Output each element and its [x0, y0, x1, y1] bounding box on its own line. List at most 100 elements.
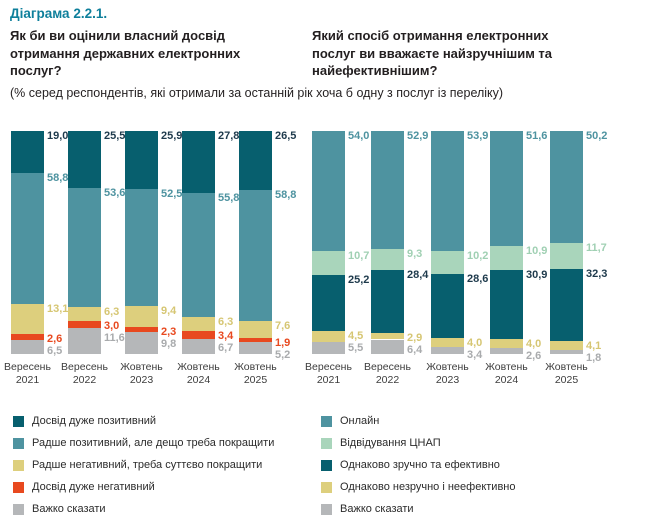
- bar-segment: [11, 339, 44, 354]
- legend-item-label: Однаково незручно і неефективно: [340, 481, 516, 493]
- bar-segment: [182, 331, 215, 340]
- bar-segment: [68, 307, 101, 322]
- legend-row: Онлайн: [321, 410, 515, 432]
- bar-segment: [239, 190, 272, 322]
- value-label: 2,6: [526, 350, 542, 363]
- x-axis-label: Жовтень 2025: [234, 361, 277, 386]
- bar-segment: [490, 131, 523, 247]
- legend-item-label: Досвід дуже позитивний: [32, 415, 157, 427]
- chart-left-question: Як би ви оцінили власний досвід отриманн…: [10, 28, 241, 78]
- bar-segment: [312, 275, 345, 332]
- value-label: 7,6: [275, 320, 291, 333]
- bar-segment: [239, 338, 272, 343]
- x-axis-label: Жовтень 2024: [485, 361, 528, 386]
- legend-swatch-icon: [13, 437, 24, 449]
- bar-segment: [431, 337, 464, 347]
- bar-segment: [125, 188, 158, 306]
- x-axis-label: Вересень 2022: [364, 361, 411, 386]
- bar-segment: [550, 269, 583, 342]
- legend-swatch-icon: [321, 503, 332, 515]
- value-label: 3,0: [104, 320, 120, 333]
- value-label: 10,7: [348, 250, 370, 263]
- value-label: 25,9: [161, 130, 183, 142]
- bar-segment: [490, 270, 523, 340]
- bar-segment: [11, 304, 44, 334]
- value-label: 11,6: [104, 332, 125, 345]
- value-label: 9,3: [407, 247, 423, 260]
- bar-segment: [312, 341, 345, 354]
- legend-row: Важко сказати: [321, 498, 515, 520]
- bar-segment: [431, 251, 464, 274]
- value-label: 25,2: [348, 274, 370, 287]
- legend-swatch-icon: [321, 437, 332, 449]
- value-label: 55,8: [218, 191, 240, 204]
- bar-segment: [550, 131, 583, 243]
- bar-segment: [371, 269, 404, 334]
- legend-swatch-icon: [321, 415, 332, 427]
- value-label: 3,4: [467, 348, 483, 361]
- bar-segment: [550, 242, 583, 270]
- value-label: 53,9: [467, 130, 489, 142]
- bar-segment: [125, 326, 158, 332]
- bar-segment: [182, 317, 215, 332]
- legend-left: Досвід дуже позитивний Радше позитивний, …: [13, 410, 274, 520]
- bar-segment: [371, 339, 404, 354]
- value-label: 10,2: [467, 250, 489, 263]
- legend-row: Радше позитивний, але дещо треба покращи…: [13, 432, 274, 454]
- legend-row: Досвід дуже позитивний: [13, 410, 274, 432]
- legend-swatch-icon: [13, 459, 24, 471]
- value-label: 4,0: [526, 338, 542, 351]
- value-label: 9,8: [161, 337, 177, 350]
- value-label: 30,9: [526, 269, 548, 282]
- bar-segment: [239, 342, 272, 354]
- legend-swatch-icon: [321, 481, 332, 493]
- value-label: 10,9: [526, 245, 548, 258]
- bar-segment: [182, 339, 215, 354]
- value-label: 28,6: [467, 272, 489, 285]
- bar-segment: [68, 321, 101, 329]
- value-label: 6,3: [104, 306, 120, 319]
- value-label: 5,2: [275, 349, 291, 362]
- diagram-number-label: Діаграма 2.2.1.: [10, 6, 108, 21]
- value-label: 2,6: [47, 332, 63, 345]
- bar-segment: [125, 305, 158, 327]
- legend-row: Важко сказати: [13, 498, 274, 520]
- bar-segment: [490, 339, 523, 349]
- bar-segment: [312, 331, 345, 342]
- value-label: 3,4: [218, 330, 234, 343]
- bar-segment: [431, 273, 464, 338]
- legend-item-label: Важко сказати: [340, 503, 414, 515]
- bar-segment: [239, 131, 272, 191]
- x-axis-label: Вересень 2021: [305, 361, 352, 386]
- legend-row: Досвід дуже негативний: [13, 476, 274, 498]
- value-label: 53,6: [104, 186, 126, 199]
- value-label: 50,2: [586, 130, 608, 142]
- legend-item-label: Досвід дуже негативний: [32, 481, 155, 493]
- bar-segment: [312, 131, 345, 252]
- legend-row: Однаково зручно та ефективно: [321, 454, 515, 476]
- value-label: 51,6: [526, 130, 548, 142]
- x-axis-label: Вересень 2022: [61, 361, 108, 386]
- value-label: 58,8: [47, 172, 69, 185]
- bar-segment: [371, 131, 404, 249]
- bar-segment: [490, 246, 523, 271]
- bar-segment: [239, 321, 272, 339]
- value-label: 28,4: [407, 268, 429, 281]
- value-label: 32,3: [586, 268, 608, 281]
- value-label: 19,0: [47, 130, 69, 142]
- bar-segment: [182, 131, 215, 193]
- bar-segment: [312, 251, 345, 276]
- value-label: 4,1: [586, 340, 602, 353]
- value-label: 4,5: [348, 330, 364, 343]
- legend-item-label: Онлайн: [340, 415, 380, 427]
- x-axis-label: Жовтень 2023: [120, 361, 163, 386]
- value-label: 5,5: [348, 342, 364, 355]
- bar-segment: [125, 331, 158, 354]
- chart-right-question: Який спосіб отримання електронних послуг…: [312, 28, 553, 78]
- legend-swatch-icon: [13, 415, 24, 427]
- bar-segment: [11, 333, 44, 340]
- value-label: 52,5: [161, 187, 183, 200]
- value-label: 2,3: [161, 325, 177, 338]
- x-axis-label: Вересень 2021: [4, 361, 51, 386]
- value-label: 6,7: [218, 342, 234, 355]
